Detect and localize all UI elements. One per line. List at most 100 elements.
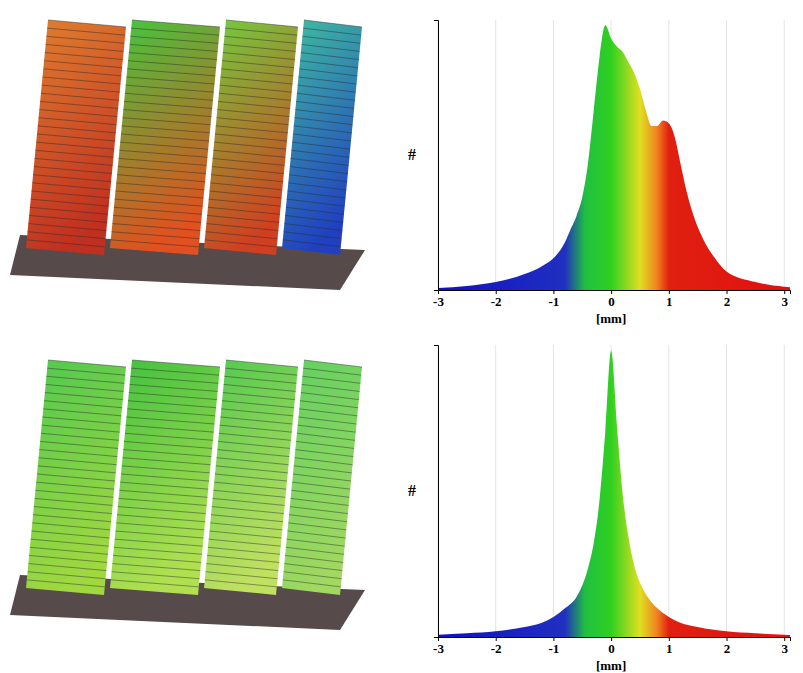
scan-stripe (288, 531, 346, 538)
scan-stripe (226, 360, 298, 367)
scan-stripe (301, 393, 359, 400)
scan-stripe (47, 368, 125, 375)
scan-stripe (46, 36, 124, 43)
scan-stripe (299, 69, 357, 76)
scan-stripe (46, 44, 124, 51)
scan-stripe (293, 474, 351, 481)
scan-stripe (288, 523, 346, 530)
x-tick-label: -1 (548, 294, 559, 309)
scan-stripe (32, 191, 110, 198)
scan-stripe (130, 376, 218, 383)
x-tick: -3 (433, 290, 444, 309)
scan-stripe (211, 515, 283, 522)
scan-slab (282, 20, 362, 255)
scan-stripe (29, 555, 107, 562)
scan-stripe (222, 61, 294, 68)
scan-stripe (303, 368, 361, 375)
scan-stripe (43, 409, 121, 416)
scan-stripe (299, 409, 357, 416)
scan-stripe (290, 507, 348, 514)
scan-stripe (27, 240, 105, 247)
scan-stripe (45, 393, 123, 400)
scan-stripe (288, 191, 346, 198)
scan-stripe (225, 28, 297, 35)
scan-stripe (129, 393, 217, 400)
scan-stripe (283, 580, 341, 587)
scan-stripe (289, 175, 347, 182)
x-tick-label: -1 (548, 641, 559, 656)
x-axis: -3-2-10123 (433, 637, 790, 656)
scan-stripe (114, 207, 202, 214)
scan-stripe (40, 101, 118, 108)
scan-stripe (291, 498, 349, 505)
plot-area (438, 351, 790, 637)
scan-stripe (41, 433, 119, 440)
scan-stripe (121, 134, 209, 141)
scan-stripe (116, 183, 204, 190)
scan-stripe (46, 376, 124, 383)
scan-stripe (119, 158, 207, 165)
scan-stripe (284, 232, 342, 239)
scan-stripe (121, 474, 209, 481)
scan-stripe (37, 134, 115, 141)
scan-stripe (43, 69, 121, 76)
scan-stripe (32, 183, 110, 190)
x-tick: 0 (608, 290, 615, 309)
scan-stripe (124, 441, 212, 448)
scan-stripe (221, 417, 293, 424)
scan-stripe (41, 93, 119, 100)
scan-stripe (217, 118, 289, 125)
scan-stripe (300, 401, 358, 408)
scan-stripe (284, 564, 342, 571)
x-tick: 3 (781, 637, 788, 656)
scan-stripe (206, 224, 278, 231)
scan-stripe (35, 150, 113, 157)
x-tick: -2 (491, 290, 502, 309)
scan-stripe (123, 118, 211, 125)
scan-stripe (304, 360, 362, 367)
scan-stripe (302, 36, 360, 43)
y-axis-title: # (408, 146, 416, 163)
scan-stripe (298, 85, 356, 92)
scan-stripe (208, 547, 280, 554)
figure: -3-2-10123[mm]#-3-2-10123[mm]# (0, 0, 803, 673)
x-tick-label: 2 (724, 294, 731, 309)
scan-stripe (46, 384, 124, 391)
scan-stripe (291, 490, 349, 497)
scan-stripe (32, 531, 110, 538)
grid-line (553, 20, 554, 290)
scan-stripe (132, 20, 220, 27)
scan-stripe (28, 572, 106, 579)
scan-stripe (116, 523, 204, 530)
scan-stripe (215, 134, 287, 141)
scan-stripe (304, 20, 362, 27)
scan-stripe (218, 441, 290, 448)
scan-stripe (28, 232, 106, 239)
scan-stripe (118, 167, 206, 174)
scan-stripe (117, 515, 205, 522)
scan-stripe (217, 450, 289, 457)
x-tick-label: -2 (491, 641, 502, 656)
scan-stripe (224, 376, 296, 383)
scan-stripe (210, 191, 282, 198)
scan-stripe (38, 126, 116, 133)
scan-stripe (47, 28, 125, 35)
scan-stripe (295, 458, 353, 465)
x-tick-label: 3 (781, 641, 788, 656)
scan-stripe (221, 409, 293, 416)
scan-stripe (285, 215, 343, 222)
scan-stripe (35, 490, 113, 497)
scan-stripe (291, 158, 349, 165)
scan-stripe (130, 36, 218, 43)
scan-stripe (222, 401, 294, 408)
scan-stripe (119, 150, 207, 157)
x-tick-label: 2 (724, 641, 731, 656)
scan-stripe (44, 61, 122, 68)
scan-slab (282, 360, 362, 595)
scan-stripe (119, 498, 207, 505)
x-tick: 1 (666, 290, 673, 309)
scan-stripe (302, 44, 360, 51)
scan-stripe (30, 207, 108, 214)
scan-stripe (206, 232, 278, 239)
scan-stripe (130, 44, 218, 51)
